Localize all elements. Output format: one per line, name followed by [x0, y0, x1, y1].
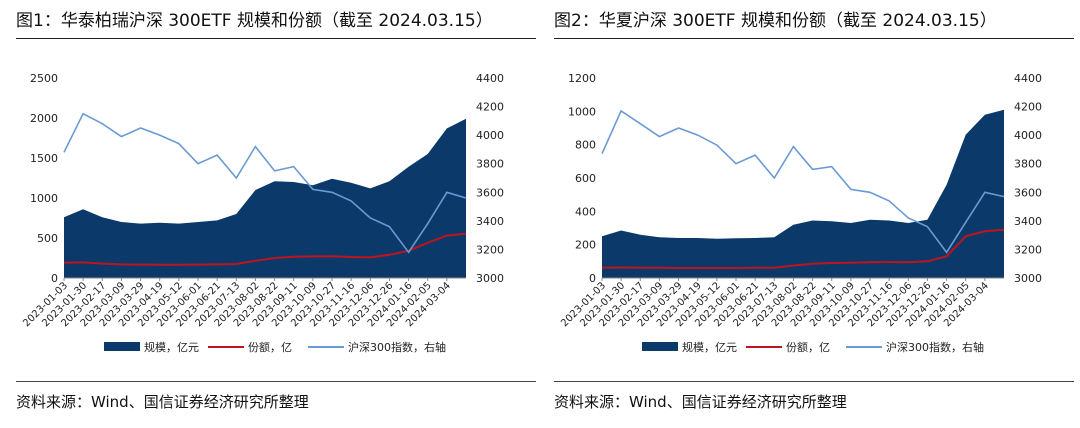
y2-tick-label: 3200	[1014, 243, 1042, 256]
y2-tick-label: 3400	[1014, 215, 1042, 228]
y2-tick-label: 3600	[1014, 186, 1042, 199]
y2-tick-label: 3800	[476, 158, 504, 171]
series-area-scale	[64, 118, 466, 278]
legend-swatch-area	[104, 342, 140, 351]
series-line-index	[601, 109, 1005, 254]
source-note: 资料来源：Wind、国信证券经济研究所整理	[554, 393, 847, 411]
source-note: 资料来源：Wind、国信证券经济研究所整理	[16, 393, 309, 411]
legend-swatch-area	[642, 342, 678, 351]
y-tick-label: 600	[575, 172, 596, 185]
y2-tick-label: 3400	[476, 215, 504, 228]
y-tick-label: 0	[51, 272, 58, 285]
title-divider	[554, 38, 1074, 39]
y-tick-label: 400	[575, 205, 596, 218]
y2-tick-label: 4000	[1014, 129, 1042, 142]
y2-tick-label: 4200	[1014, 101, 1042, 114]
chart-svg-right: 0 200 400 600 800 1000 1200 3000 3200 3400 3600 380…	[559, 72, 1042, 354]
y2-tick-label: 4200	[476, 101, 504, 114]
y-tick-label: 1000	[30, 192, 58, 205]
y2-tick-label: 3200	[476, 243, 504, 256]
chart-title: 图2：华夏沪深 300ETF 规模和份额（截至 2024.03.15）	[554, 11, 997, 31]
y-tick-label: 500	[37, 232, 58, 245]
chart-svg-left: 0 500 1000 1500 2000 2500 3000 3200 3400 3600 3800…	[21, 72, 504, 354]
source-divider	[554, 381, 1074, 382]
series-area-scale	[602, 109, 1004, 278]
y-tick-label: 0	[589, 272, 596, 285]
chart-panel-right: 图2：华夏沪深 300ETF 规模和份额（截至 2024.03.15） 0 200…	[554, 0, 1074, 428]
legend-label: 份额，亿	[786, 341, 830, 354]
legend-label: 沪深300指数，右轴	[886, 340, 984, 354]
y-tick-label: 1200	[568, 72, 596, 85]
y-tick-label: 2000	[30, 112, 58, 125]
y2-tick-label: 4400	[1014, 72, 1042, 85]
y2-tick-label: 3000	[476, 272, 504, 285]
series-line-index	[63, 112, 467, 254]
series-line-shares	[63, 232, 467, 266]
y-tick-label: 2500	[30, 72, 58, 85]
source-divider	[16, 381, 536, 382]
y-tick-label: 200	[575, 239, 596, 252]
title-divider	[16, 38, 536, 39]
y2-tick-label: 4000	[476, 129, 504, 142]
chart-title: 图1：华泰柏瑞沪深 300ETF 规模和份额（截至 2024.03.15）	[16, 11, 493, 31]
series-line-shares	[601, 228, 1005, 269]
y2-tick-label: 3800	[1014, 158, 1042, 171]
y2-tick-label: 4400	[476, 72, 504, 85]
legend-label: 规模，亿元	[682, 340, 737, 354]
chart-panel-left: 图1：华泰柏瑞沪深 300ETF 规模和份额（截至 2024.03.15） 0 5…	[16, 0, 536, 428]
y2-tick-label: 3600	[476, 186, 504, 199]
legend-label: 份额，亿	[248, 341, 292, 354]
y-tick-label: 800	[575, 139, 596, 152]
legend-label: 沪深300指数，右轴	[348, 340, 446, 354]
y-tick-label: 1500	[30, 152, 58, 165]
legend-label: 规模，亿元	[144, 340, 199, 354]
y-tick-label: 1000	[568, 105, 596, 118]
y2-tick-label: 3000	[1014, 272, 1042, 285]
